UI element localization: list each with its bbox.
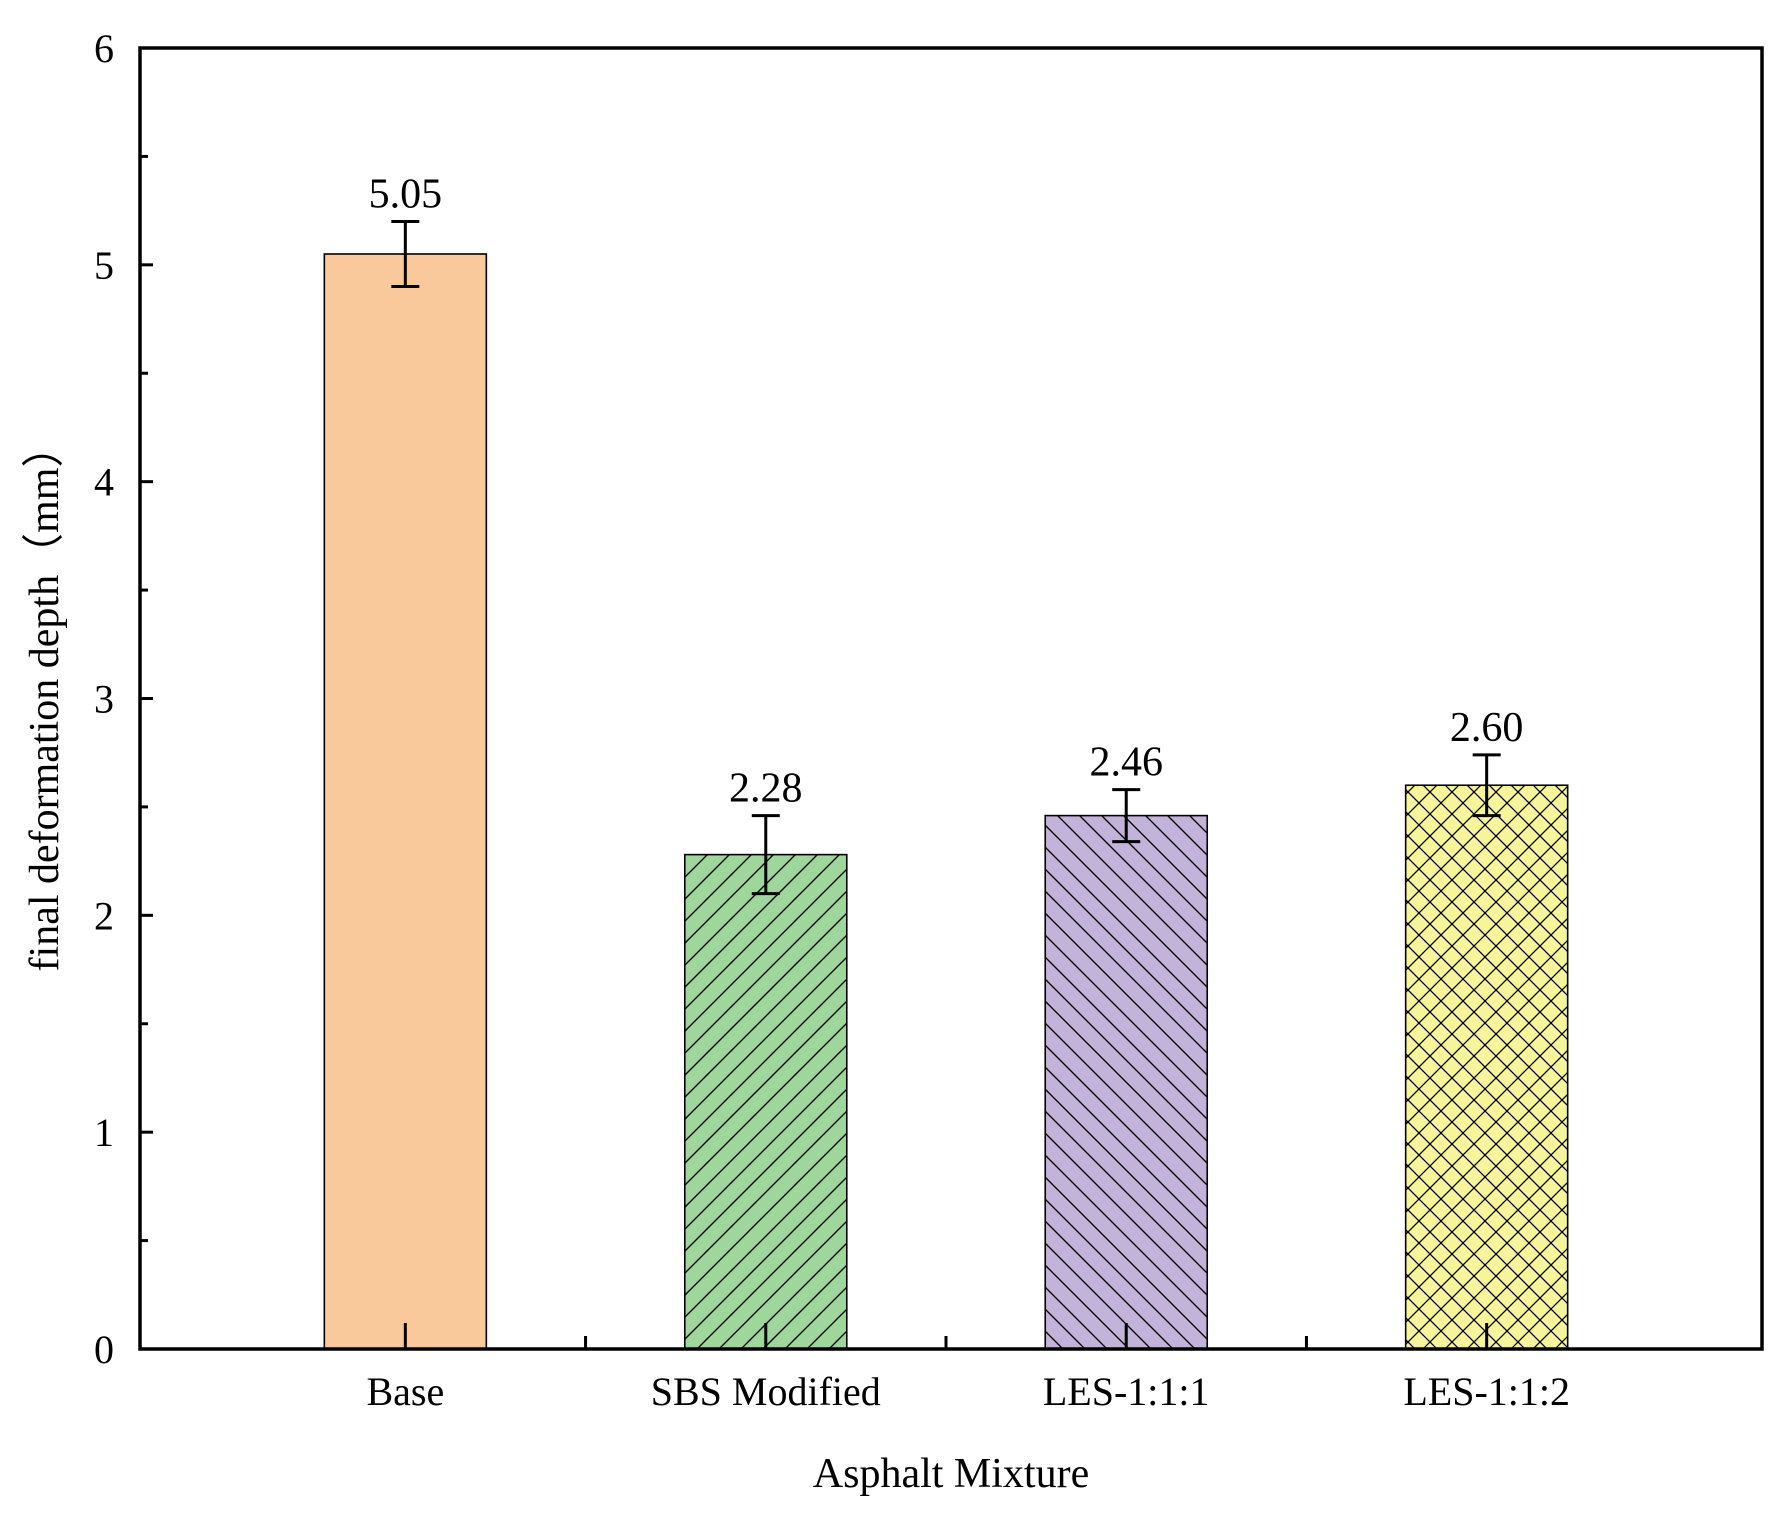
y-tick-label-3: 3: [94, 677, 114, 722]
x-tick-label-2: LES-1:1:1: [1043, 1369, 1210, 1414]
data-label-2: 2.46: [1089, 740, 1163, 786]
data-label-0: 5.05: [369, 171, 443, 217]
bar-3: [1404, 784, 1569, 1350]
y-axis: 0 1 2 3 4 5 6: [94, 26, 153, 1372]
y-tick-label-2: 2: [94, 893, 114, 938]
y-tick-label-6: 6: [94, 26, 114, 71]
y-axis-title: final deformation depth（mm）: [22, 426, 68, 972]
y-tick-label-0: 0: [94, 1327, 114, 1372]
y-tick-label-5: 5: [94, 243, 114, 288]
x-tick-label-3: LES-1:1:2: [1403, 1369, 1570, 1414]
data-labels-layer: 5.05 2.28 2.46 2.60: [369, 171, 1524, 811]
bars-layer: [323, 253, 1569, 1350]
error-bars-layer: [391, 219, 1501, 896]
x-axis: Base SBS Modified LES-1:1:1 LES-1:1:2: [366, 1323, 1570, 1414]
data-label-1: 2.28: [729, 766, 803, 812]
x-axis-title: Asphalt Mixture: [813, 1451, 1089, 1497]
bar-fill-0: [324, 253, 487, 1349]
bar-1: [683, 853, 848, 1350]
y-tick-label-4: 4: [94, 460, 114, 505]
bar-2: [1044, 814, 1209, 1350]
x-tick-label-0: Base: [366, 1369, 444, 1414]
data-label-3: 2.60: [1450, 705, 1524, 751]
y-tick-label-1: 1: [94, 1110, 114, 1155]
x-tick-label-1: SBS Modified: [651, 1369, 881, 1414]
